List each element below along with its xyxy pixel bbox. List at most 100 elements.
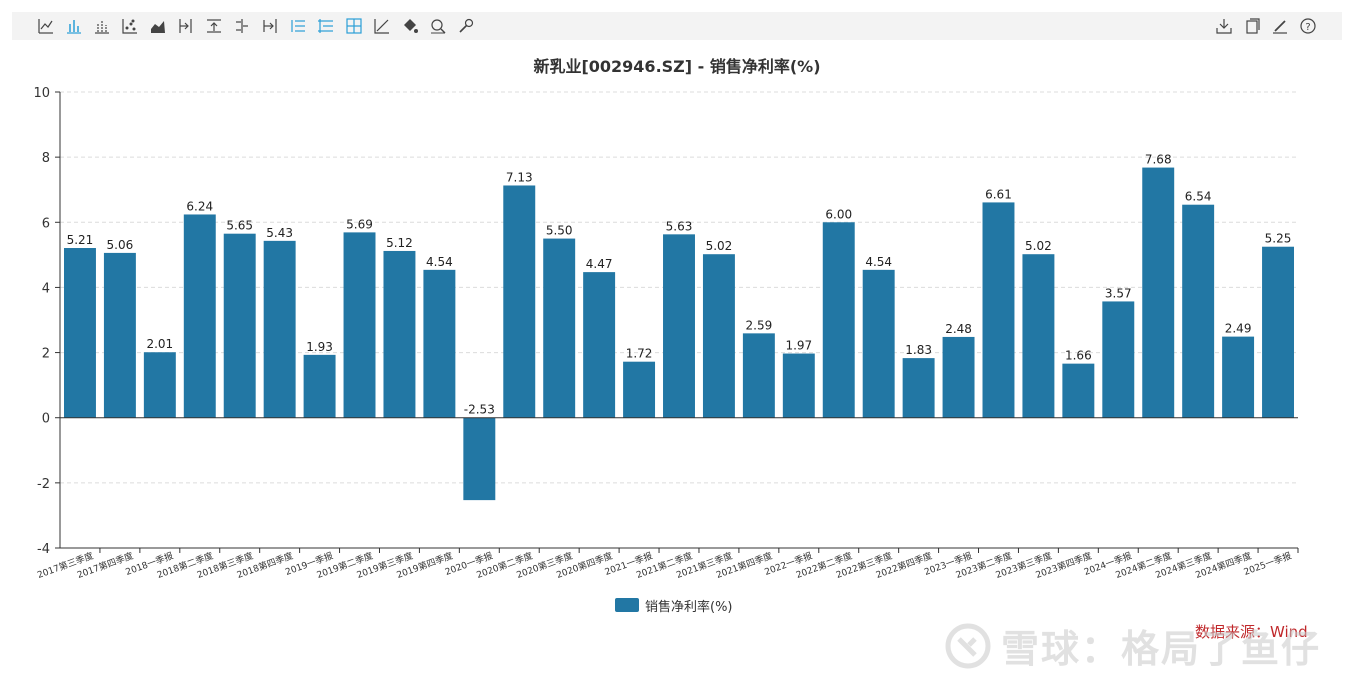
data-label: 5.06 (107, 238, 134, 252)
data-label: 5.02 (1025, 239, 1052, 253)
data-label: 5.50 (546, 224, 573, 238)
y-tick-label: 2 (42, 347, 50, 362)
bar[interactable] (1182, 204, 1215, 418)
data-label: 5.43 (266, 226, 293, 240)
legend-swatch[interactable] (615, 598, 639, 612)
step-forward-icon[interactable] (176, 16, 196, 36)
data-source-note: 数据来源：Wind (1195, 623, 1308, 641)
data-label: 1.72 (626, 347, 653, 361)
data-label: 5.12 (386, 236, 413, 250)
data-label: 4.47 (586, 257, 613, 271)
bar[interactable] (742, 333, 775, 418)
zoom-box-icon[interactable] (344, 16, 364, 36)
zoom-search-icon[interactable] (428, 16, 448, 36)
bar[interactable] (263, 240, 296, 418)
bar[interactable] (623, 361, 656, 418)
y-tick-label: 6 (42, 216, 50, 231)
data-label: 2.59 (746, 318, 773, 332)
list-ordered-icon[interactable] (288, 16, 308, 36)
chart-toolbar: ? (12, 12, 1342, 40)
bar[interactable] (303, 354, 336, 418)
bar[interactable] (1262, 246, 1295, 418)
bar[interactable] (1062, 363, 1095, 418)
bar[interactable] (63, 248, 96, 418)
bar[interactable] (1102, 301, 1135, 418)
bar[interactable] (702, 254, 735, 418)
bar[interactable] (383, 250, 416, 418)
bar[interactable] (822, 222, 855, 418)
watermark-text: 雪球：格局了鱼仔 (1001, 627, 1322, 671)
y-tick-label: 4 (42, 281, 50, 296)
y-tick-label: 10 (33, 86, 50, 101)
data-label: 5.65 (226, 219, 253, 233)
download-icon[interactable] (1214, 16, 1234, 36)
scatter-icon[interactable] (120, 16, 140, 36)
bar[interactable] (902, 358, 935, 418)
watermark: 雪球：格局了鱼仔 (945, 618, 1321, 673)
line-chart-icon[interactable] (36, 16, 56, 36)
data-label: 1.97 (785, 339, 812, 353)
bar[interactable] (543, 238, 576, 418)
data-label: 6.00 (825, 207, 852, 221)
stacked-bar-icon[interactable] (92, 16, 112, 36)
data-labels: 5.21 5.06 2.01 6.24 5.65 5.43 1.93 5.69 5.12 4.54… (67, 153, 1292, 417)
area-chart-icon[interactable] (148, 16, 168, 36)
chart-title: 新乳业[002946.SZ] - 销售净利率(%) (533, 57, 820, 76)
data-label: 1.83 (905, 343, 932, 357)
data-label: 5.21 (67, 233, 94, 247)
bar[interactable] (343, 232, 376, 418)
data-label: 2.01 (146, 337, 173, 351)
bar[interactable] (143, 352, 176, 418)
data-label: 3.57 (1105, 286, 1132, 300)
data-label: 2.49 (1225, 322, 1252, 336)
bar-chart-icon[interactable] (64, 16, 84, 36)
data-label: 5.02 (706, 239, 733, 253)
edit-icon[interactable] (1270, 16, 1290, 36)
bar[interactable] (1022, 254, 1055, 418)
list-tree-icon[interactable] (232, 16, 252, 36)
data-label: 5.25 (1265, 232, 1292, 246)
copy-icon[interactable] (1242, 16, 1262, 36)
trend-icon[interactable] (372, 16, 392, 36)
step-end-icon[interactable] (260, 16, 280, 36)
legend-label[interactable]: 销售净利率(%) (645, 600, 733, 615)
bar[interactable] (223, 233, 256, 418)
data-label: 1.66 (1065, 349, 1092, 363)
data-label: 4.54 (865, 255, 892, 269)
bar[interactable] (982, 202, 1015, 418)
bar[interactable] (503, 185, 536, 418)
help-icon[interactable]: ? (1298, 16, 1318, 36)
data-label: 6.24 (186, 199, 213, 213)
bar[interactable] (1142, 167, 1175, 418)
upload-icon[interactable] (204, 16, 224, 36)
bar[interactable] (423, 269, 456, 418)
bar[interactable] (942, 336, 975, 418)
y-axis: -4 -2 0 2 4 6 8 10 (33, 86, 61, 557)
data-label: 5.69 (346, 217, 373, 231)
bar[interactable] (862, 269, 895, 418)
data-label: 2.48 (945, 322, 972, 336)
y-tick-label: -2 (37, 477, 50, 492)
data-label: 4.54 (426, 255, 453, 269)
data-label: 5.63 (666, 219, 693, 233)
list-indent-icon[interactable] (316, 16, 336, 36)
data-label: 7.13 (506, 170, 533, 184)
bar[interactable] (782, 353, 815, 418)
bar[interactable] (583, 272, 616, 418)
wrench-icon[interactable] (456, 16, 476, 36)
bar[interactable] (183, 214, 216, 418)
data-label: 6.61 (985, 187, 1012, 201)
bar[interactable] (103, 252, 136, 418)
data-label: 6.54 (1185, 190, 1212, 204)
data-label: 1.93 (306, 340, 333, 354)
bar[interactable] (663, 234, 695, 418)
y-tick-label: 0 (42, 412, 50, 427)
bar-series (63, 167, 1295, 501)
fill-bucket-icon[interactable] (400, 16, 420, 36)
snowball-logo-icon (945, 623, 991, 668)
bar[interactable] (463, 417, 496, 501)
x-axis: 2017第三季度2017第四季度2018一季报2018第二季度2018第三季度2… (36, 417, 1299, 581)
data-label: 7.68 (1145, 153, 1172, 167)
bar[interactable] (1222, 336, 1255, 418)
